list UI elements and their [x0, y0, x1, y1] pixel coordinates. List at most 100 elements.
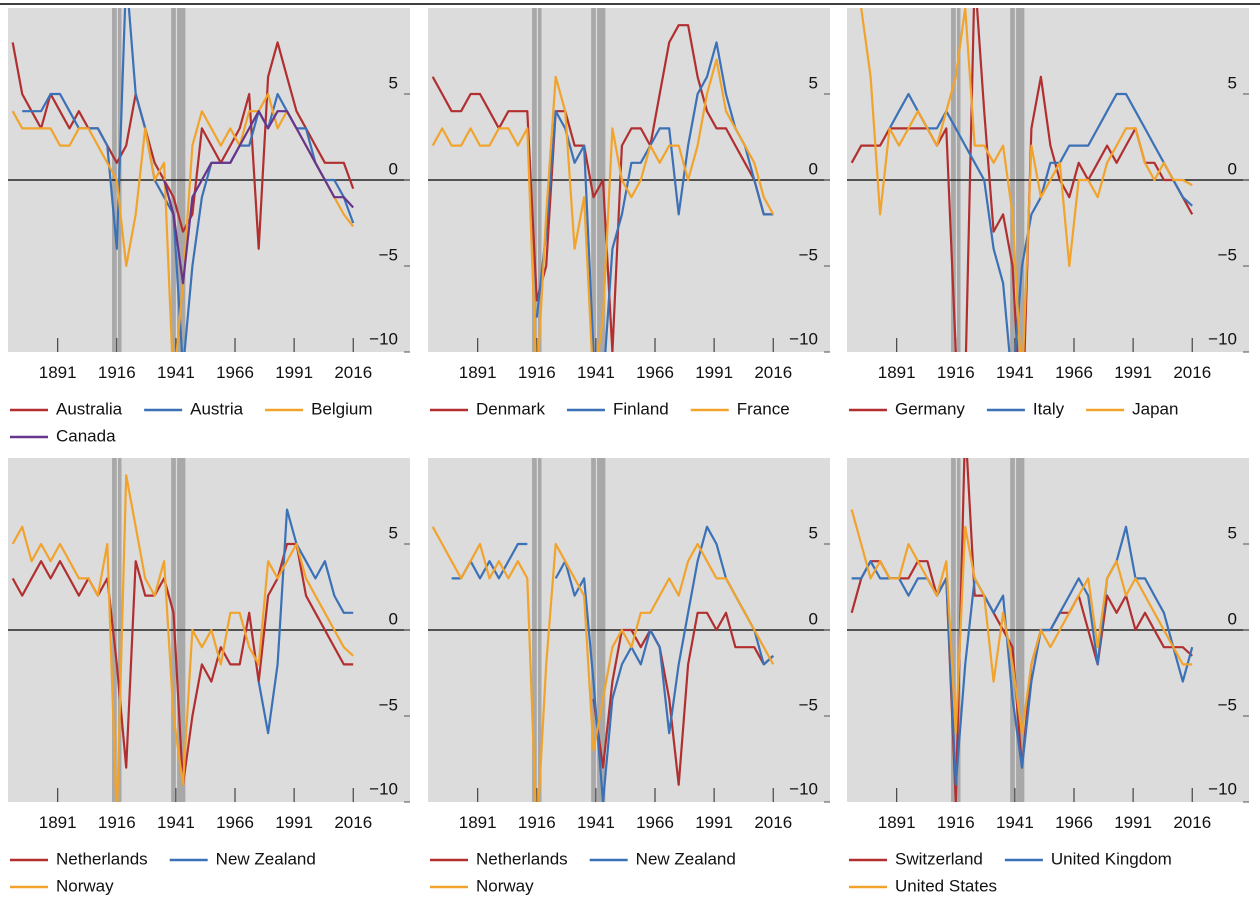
y-tick-label: −5	[799, 245, 818, 264]
x-tick-label: 1991	[275, 813, 313, 832]
x-tick-label: 1941	[996, 363, 1034, 382]
legend-item: New Zealand	[589, 849, 736, 868]
y-tick-label: 0	[1228, 159, 1237, 178]
y-tick-label: 5	[1228, 73, 1237, 92]
legend-label: Belgium	[311, 399, 372, 418]
series-line	[22, 8, 355, 352]
legend-label: Norway	[56, 876, 114, 895]
x-tick-label: 2016	[334, 813, 372, 832]
y-tick-label: −5	[379, 245, 398, 264]
x-tick-label: 1916	[937, 813, 975, 832]
x-tick-label: 1891	[459, 363, 497, 382]
x-tick-label: 1966	[216, 363, 254, 382]
series-line	[257, 508, 354, 735]
legend-label: Italy	[1033, 399, 1065, 418]
legend-item: Switzerland	[849, 849, 983, 868]
legend-item: Japan	[1086, 399, 1178, 418]
panel: −10 −5 0 5 1891 1916 1941 1966 1991 2016 Germany It…	[847, 8, 1249, 418]
legend-item: United Kingdom	[1004, 849, 1172, 868]
x-tick-label: 2016	[1173, 363, 1211, 382]
legend-label: New Zealand	[216, 849, 316, 868]
y-tick-label: −10	[1208, 329, 1237, 348]
x-tick-label: 1916	[98, 363, 136, 382]
x-tick-label: 1966	[636, 363, 674, 382]
x-tick-label: 1941	[157, 813, 195, 832]
legend-item: Netherlands	[430, 849, 568, 868]
y-tick-label: 0	[389, 609, 398, 628]
panel: −10 −5 0 5 1891 1916 1941 1966 1991 2016 Denmark Fi…	[428, 8, 830, 418]
panel: −10 −5 0 5 1891 1916 1941 1966 1991 2016 Netherlan…	[8, 458, 410, 895]
series-line	[431, 24, 774, 352]
legend-label: United States	[895, 876, 997, 895]
legend-label: Germany	[895, 399, 965, 418]
y-tick-label: −5	[379, 695, 398, 714]
legend-label: Canada	[56, 426, 116, 445]
x-tick-label: 1941	[577, 363, 615, 382]
y-tick-label: −10	[369, 779, 398, 798]
legend-label: United Kingdom	[1051, 849, 1172, 868]
x-tick-label: 1916	[518, 363, 556, 382]
legend-item: Belgium	[265, 399, 372, 418]
series-line	[850, 509, 1193, 735]
x-tick-label: 1991	[1114, 813, 1152, 832]
x-tick-label: 1941	[996, 813, 1034, 832]
x-tick-label: 1966	[1055, 363, 1093, 382]
legend-label: Norway	[476, 876, 534, 895]
legend-item: Norway	[430, 876, 534, 895]
x-tick-label: 1941	[157, 363, 195, 382]
y-tick-label: 0	[809, 609, 818, 628]
panel: −10 −5 0 5 1891 1916 1941 1966 1991 2016 Netherlan…	[428, 458, 830, 895]
legend-label: Finland	[613, 399, 669, 418]
legend-item: Norway	[10, 876, 114, 895]
x-tick-label: 1991	[695, 363, 733, 382]
x-tick-label: 1891	[39, 813, 77, 832]
y-tick-label: 0	[389, 159, 398, 178]
legend-item: Denmark	[430, 399, 545, 418]
y-tick-label: 5	[809, 523, 818, 542]
legend-label: Netherlands	[476, 849, 568, 868]
y-tick-label: −10	[789, 329, 818, 348]
series-line	[592, 611, 774, 786]
legend-item: Australia	[10, 399, 123, 418]
x-tick-label: 1991	[1114, 363, 1152, 382]
y-tick-label: −10	[789, 779, 818, 798]
legend-label: Switzerland	[895, 849, 983, 868]
x-tick-label: 1991	[695, 813, 733, 832]
legend-label: Netherlands	[56, 849, 148, 868]
x-tick-label: 2016	[334, 363, 372, 382]
legend-item: United States	[849, 876, 997, 895]
legend-label: Japan	[1132, 399, 1178, 418]
series-line	[431, 526, 775, 802]
legend-label: Austria	[190, 399, 243, 418]
y-tick-label: −10	[369, 329, 398, 348]
x-tick-label: 1966	[1055, 813, 1093, 832]
x-tick-label: 1966	[636, 813, 674, 832]
legend-item: Austria	[144, 399, 244, 418]
x-tick-label: 2016	[754, 363, 792, 382]
x-tick-label: 2016	[1173, 813, 1211, 832]
legend-label: Denmark	[476, 399, 545, 418]
series-line	[431, 58, 775, 352]
y-tick-label: −5	[1218, 695, 1237, 714]
y-tick-label: 0	[809, 159, 818, 178]
y-tick-label: 0	[1228, 609, 1237, 628]
series-line	[11, 41, 355, 250]
x-tick-label: 1891	[459, 813, 497, 832]
x-tick-label: 1916	[937, 363, 975, 382]
y-tick-label: 5	[809, 73, 818, 92]
legend-item: Finland	[566, 399, 669, 418]
legend-item: Italy	[986, 399, 1065, 418]
x-tick-label: 2016	[754, 813, 792, 832]
x-tick-label: 1891	[878, 363, 916, 382]
series-line	[163, 110, 355, 285]
legend-item: Germany	[849, 399, 965, 418]
x-tick-label: 1941	[577, 813, 615, 832]
y-tick-label: −5	[799, 695, 818, 714]
y-tick-label: −5	[1218, 245, 1237, 264]
legend-label: France	[737, 399, 790, 418]
series-line	[11, 474, 354, 802]
legend-item: Netherlands	[10, 849, 148, 868]
panel: −10 −5 0 5 1891 1916 1941 1966 1991 2016 Australia…	[8, 8, 410, 445]
x-tick-label: 1916	[518, 813, 556, 832]
